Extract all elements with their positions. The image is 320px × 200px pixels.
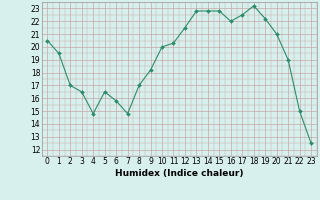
X-axis label: Humidex (Indice chaleur): Humidex (Indice chaleur) <box>115 169 244 178</box>
